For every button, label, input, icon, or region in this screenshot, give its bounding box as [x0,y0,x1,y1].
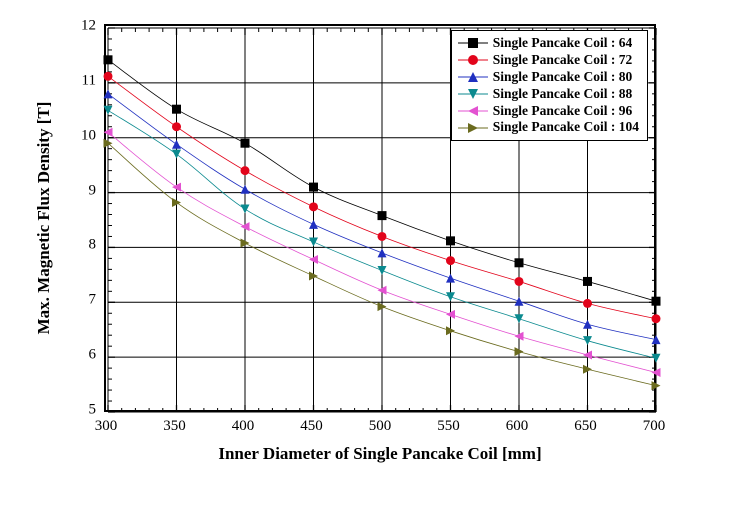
legend-label: Single Pancake Coil : 80 [493,69,633,86]
y-tick-label: 5 [89,402,97,419]
x-tick-label: 700 [643,418,666,435]
x-axis-label: Inner Diameter of Single Pancake Coil [m… [218,444,541,464]
legend-label: Single Pancake Coil : 88 [493,86,633,103]
y-tick-label: 6 [89,347,97,364]
legend-label: Single Pancake Coil : 64 [493,35,633,52]
legend-item: Single Pancake Coil : 104 [458,119,639,136]
legend-box: Single Pancake Coil : 64Single Pancake C… [451,30,648,141]
x-tick-label: 450 [300,418,323,435]
y-tick-label: 12 [81,18,96,35]
legend-item: Single Pancake Coil : 88 [458,86,639,103]
y-axis-label: Max. Magnetic Flux Density [T] [34,102,54,335]
x-tick-label: 300 [95,418,118,435]
x-tick-label: 550 [437,418,460,435]
y-tick-label: 9 [89,182,97,199]
legend-item: Single Pancake Coil : 72 [458,52,639,69]
legend-item: Single Pancake Coil : 96 [458,103,639,120]
x-tick-label: 400 [232,418,255,435]
legend-label: Single Pancake Coil : 104 [493,119,639,136]
y-tick-label: 8 [89,237,97,254]
y-tick-label: 7 [89,292,97,309]
x-tick-label: 350 [163,418,186,435]
legend-item: Single Pancake Coil : 80 [458,69,639,86]
legend-label: Single Pancake Coil : 96 [493,103,633,120]
y-tick-label: 11 [82,72,96,89]
x-tick-label: 650 [574,418,597,435]
x-tick-label: 500 [369,418,392,435]
y-tick-label: 10 [81,127,96,144]
legend-label: Single Pancake Coil : 72 [493,52,633,69]
x-tick-label: 600 [506,418,529,435]
legend-item: Single Pancake Coil : 64 [458,35,639,52]
